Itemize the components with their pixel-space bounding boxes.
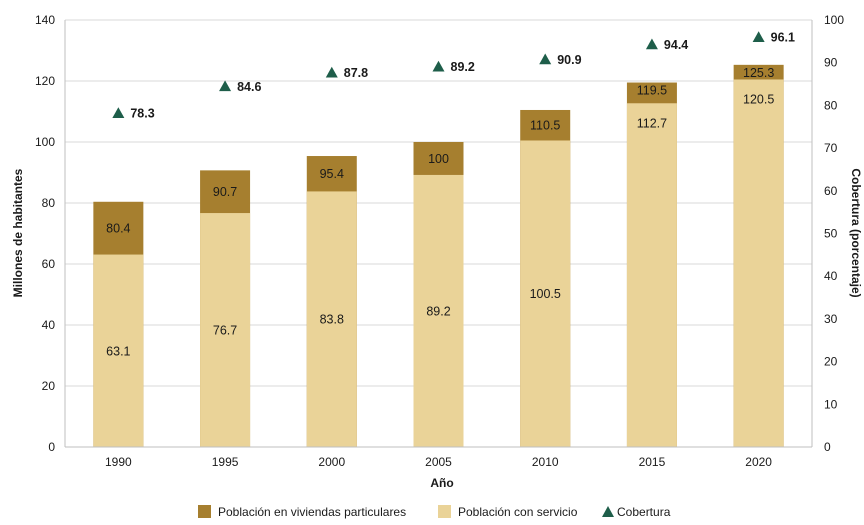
y-tick-label: 60 <box>42 257 56 271</box>
label-servicio: 89.2 <box>426 304 450 318</box>
bar-servicio <box>626 103 677 447</box>
coverage-triangle-icon <box>325 66 338 78</box>
y-tick-label: 80 <box>42 196 56 210</box>
x-tick-label: 2015 <box>639 455 666 469</box>
legend-label-servicio: Población con servicio <box>458 505 578 519</box>
coverage-triangle-icon <box>219 80 232 92</box>
bar-servicio <box>413 174 464 447</box>
x-tick-label: 2005 <box>425 455 452 469</box>
label-servicio: 100.5 <box>530 287 561 301</box>
label-viviendas: 119.5 <box>637 84 667 98</box>
y2-tick-label: 40 <box>824 269 838 283</box>
y-axis-title: Millones de habitantes <box>11 168 25 297</box>
label-cobertura: 90.9 <box>557 53 581 67</box>
x-tick-label: 2010 <box>532 455 559 469</box>
label-viviendas: 125.3 <box>743 66 774 80</box>
legend-swatch-servicio <box>438 505 451 518</box>
coverage-triangle-icon <box>112 107 125 119</box>
data-labels: 80.4 63.1 90.7 76.7 95.4 83.8 100 89.2 110.5 100.… <box>106 66 774 358</box>
y2-tick-label: 100 <box>824 13 844 27</box>
legend-label-viviendas: Población en viviendas particulares <box>218 505 406 519</box>
coverage-markers: 78.3 84.6 87.8 89.2 90.9 94.4 96.1 <box>112 31 795 121</box>
label-servicio: 63.1 <box>106 344 130 358</box>
y2-tick-label: 20 <box>824 355 838 369</box>
y-tick-label: 20 <box>42 379 56 393</box>
label-viviendas: 110.5 <box>530 119 560 133</box>
bar-servicio <box>733 79 784 447</box>
label-servicio: 112.7 <box>637 116 667 130</box>
bar-servicio <box>520 140 571 447</box>
bar-servicio <box>306 191 357 447</box>
label-cobertura: 96.1 <box>771 31 795 45</box>
y-tick-label: 120 <box>35 74 55 88</box>
label-cobertura: 87.8 <box>344 66 368 80</box>
label-cobertura: 89.2 <box>451 60 475 74</box>
y2-axis-title: Cobertura (porcentaje) <box>849 168 863 297</box>
y2-tick-label: 70 <box>824 141 838 155</box>
label-servicio: 120.5 <box>743 92 774 106</box>
y-tick-label: 140 <box>35 13 55 27</box>
bar-servicio <box>93 254 144 447</box>
x-tick-label: 1995 <box>212 455 239 469</box>
y-tick-label: 40 <box>42 318 56 332</box>
axes: 0 20 40 60 80 100 120 140 0 10 20 30 40 50 60 70 80 90 100… <box>35 13 844 469</box>
coverage-triangle-icon <box>539 53 552 65</box>
y2-tick-label: 80 <box>824 98 838 112</box>
x-axis-title: Año <box>430 476 453 490</box>
y2-tick-label: 50 <box>824 227 838 241</box>
legend-swatch-viviendas <box>198 505 211 518</box>
label-cobertura: 78.3 <box>130 107 154 121</box>
y-tick-label: 100 <box>35 135 55 149</box>
label-cobertura: 84.6 <box>237 80 261 94</box>
label-servicio: 83.8 <box>320 313 344 327</box>
coverage-triangle-icon <box>645 38 658 50</box>
label-cobertura: 94.4 <box>664 38 688 52</box>
y2-tick-label: 60 <box>824 184 838 198</box>
legend: Población en viviendas particulares Pobl… <box>198 505 671 519</box>
x-tick-label: 2000 <box>318 455 345 469</box>
label-viviendas: 90.7 <box>213 185 237 199</box>
bars <box>93 64 784 448</box>
coverage-triangle-icon <box>752 31 765 43</box>
x-tick-label: 2020 <box>745 455 772 469</box>
label-viviendas: 95.4 <box>320 167 344 181</box>
y2-tick-label: 0 <box>824 440 831 454</box>
coverage-triangle-icon <box>432 60 445 72</box>
y2-tick-label: 90 <box>824 56 838 70</box>
label-viviendas: 80.4 <box>106 222 130 236</box>
y2-tick-label: 30 <box>824 312 838 326</box>
legend-label-cobertura: Cobertura <box>617 505 671 519</box>
bar-servicio <box>200 213 251 447</box>
legend-triangle-icon <box>602 506 614 517</box>
y2-tick-label: 10 <box>824 397 838 411</box>
label-viviendas: 100 <box>428 152 449 166</box>
x-tick-label: 1990 <box>105 455 132 469</box>
y-tick-label: 0 <box>48 440 55 454</box>
label-servicio: 76.7 <box>213 324 237 338</box>
